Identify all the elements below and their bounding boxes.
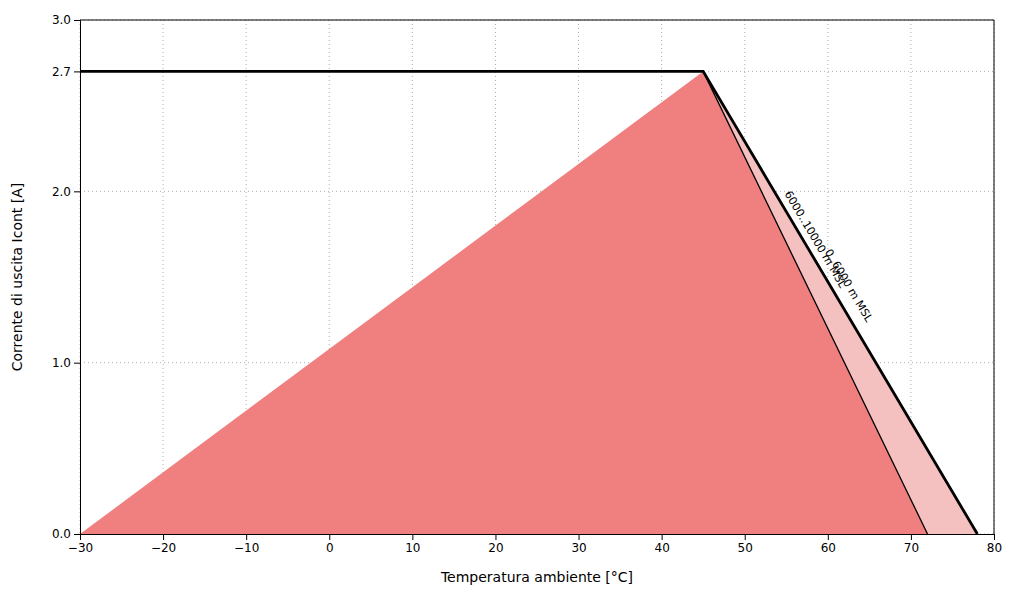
y-axis-title: Corrente di uscita Icont [A]	[9, 183, 25, 372]
tick-label: 50	[738, 541, 753, 555]
x-axis: −30 −20 −10 0 10 20 30 40 50 60 70 80	[68, 534, 1002, 555]
tick: 2.0	[52, 185, 80, 199]
tick: 20	[488, 534, 503, 555]
grid-line	[994, 20, 995, 534]
tick-label: 80	[987, 541, 1002, 555]
tick: 70	[904, 534, 919, 555]
tick-mark	[412, 534, 413, 540]
tick-mark	[329, 534, 330, 540]
tick-mark	[662, 534, 663, 540]
tick: 1.0	[52, 356, 80, 370]
tick-label: 0.0	[52, 527, 71, 541]
frame	[80, 20, 994, 21]
tick-mark	[74, 20, 80, 21]
tick-mark	[495, 534, 496, 540]
tick-mark	[74, 534, 80, 535]
axis-line	[74, 21, 81, 535]
tick-label: 0	[326, 541, 334, 555]
grid-line	[80, 20, 994, 21]
tick: 50	[738, 534, 753, 555]
tick-label: 2.0	[52, 185, 71, 199]
frame	[994, 20, 995, 534]
tick-label: 3.0	[52, 13, 71, 27]
tick: −20	[151, 534, 176, 555]
tick-label: 2.7	[52, 65, 71, 79]
tick-mark	[745, 534, 746, 540]
y-axis: 0.0 1.0 2.0 2.7 3.0	[52, 13, 81, 541]
tick: 2.7	[52, 65, 80, 79]
tick-mark	[163, 534, 164, 540]
tick: −30	[68, 534, 93, 555]
tick: 40	[654, 534, 669, 555]
tick-mark	[911, 534, 912, 540]
tick-label: 20	[488, 541, 503, 555]
annotations: 0..6000 m MSL6000..10000 m MSL	[782, 189, 876, 325]
line	[80, 71, 977, 534]
tick-label: −10	[234, 541, 259, 555]
tick-label: 40	[654, 541, 669, 555]
tick-mark	[579, 534, 580, 540]
tick-mark	[74, 191, 80, 192]
tick: −10	[234, 534, 259, 555]
axis-line	[81, 535, 995, 541]
tick-mark	[74, 71, 80, 72]
tick: 0	[326, 534, 334, 555]
tick-mark	[74, 363, 80, 364]
tick: 60	[821, 534, 836, 555]
tick: 10	[405, 534, 420, 555]
chart: −30 −20 −10 0 10 20 30 40 50 60 70 80 0.0 1.0 2.0 2.7 3.…	[0, 0, 1024, 596]
tick-label: 60	[821, 541, 836, 555]
tick-label: 70	[904, 541, 919, 555]
tick-mark	[828, 534, 829, 540]
tick-mark	[994, 534, 995, 540]
tick: 80	[987, 534, 1002, 555]
tick: 30	[571, 534, 586, 555]
grid	[80, 20, 994, 534]
tick-label: 1.0	[52, 356, 71, 370]
tick-label: 10	[405, 541, 420, 555]
tick-label: −20	[151, 541, 176, 555]
tick-mark	[246, 534, 247, 540]
grid-line	[80, 191, 994, 192]
annotation: 6000..10000 m MSL	[782, 189, 850, 291]
grid-line	[163, 20, 164, 534]
tick-label: 30	[571, 541, 586, 555]
marks	[80, 71, 977, 534]
plot: −30 −20 −10 0 10 20 30 40 50 60 70 80 0.0 1.0 2.0 2.7 3.…	[52, 13, 1002, 554]
tick: 0.0	[52, 527, 80, 541]
x-axis-title: Temperatura ambiente [°C]	[440, 569, 633, 585]
tick-label: −30	[68, 541, 93, 555]
tick: 3.0	[52, 13, 80, 27]
area	[80, 71, 977, 534]
line	[703, 71, 927, 534]
